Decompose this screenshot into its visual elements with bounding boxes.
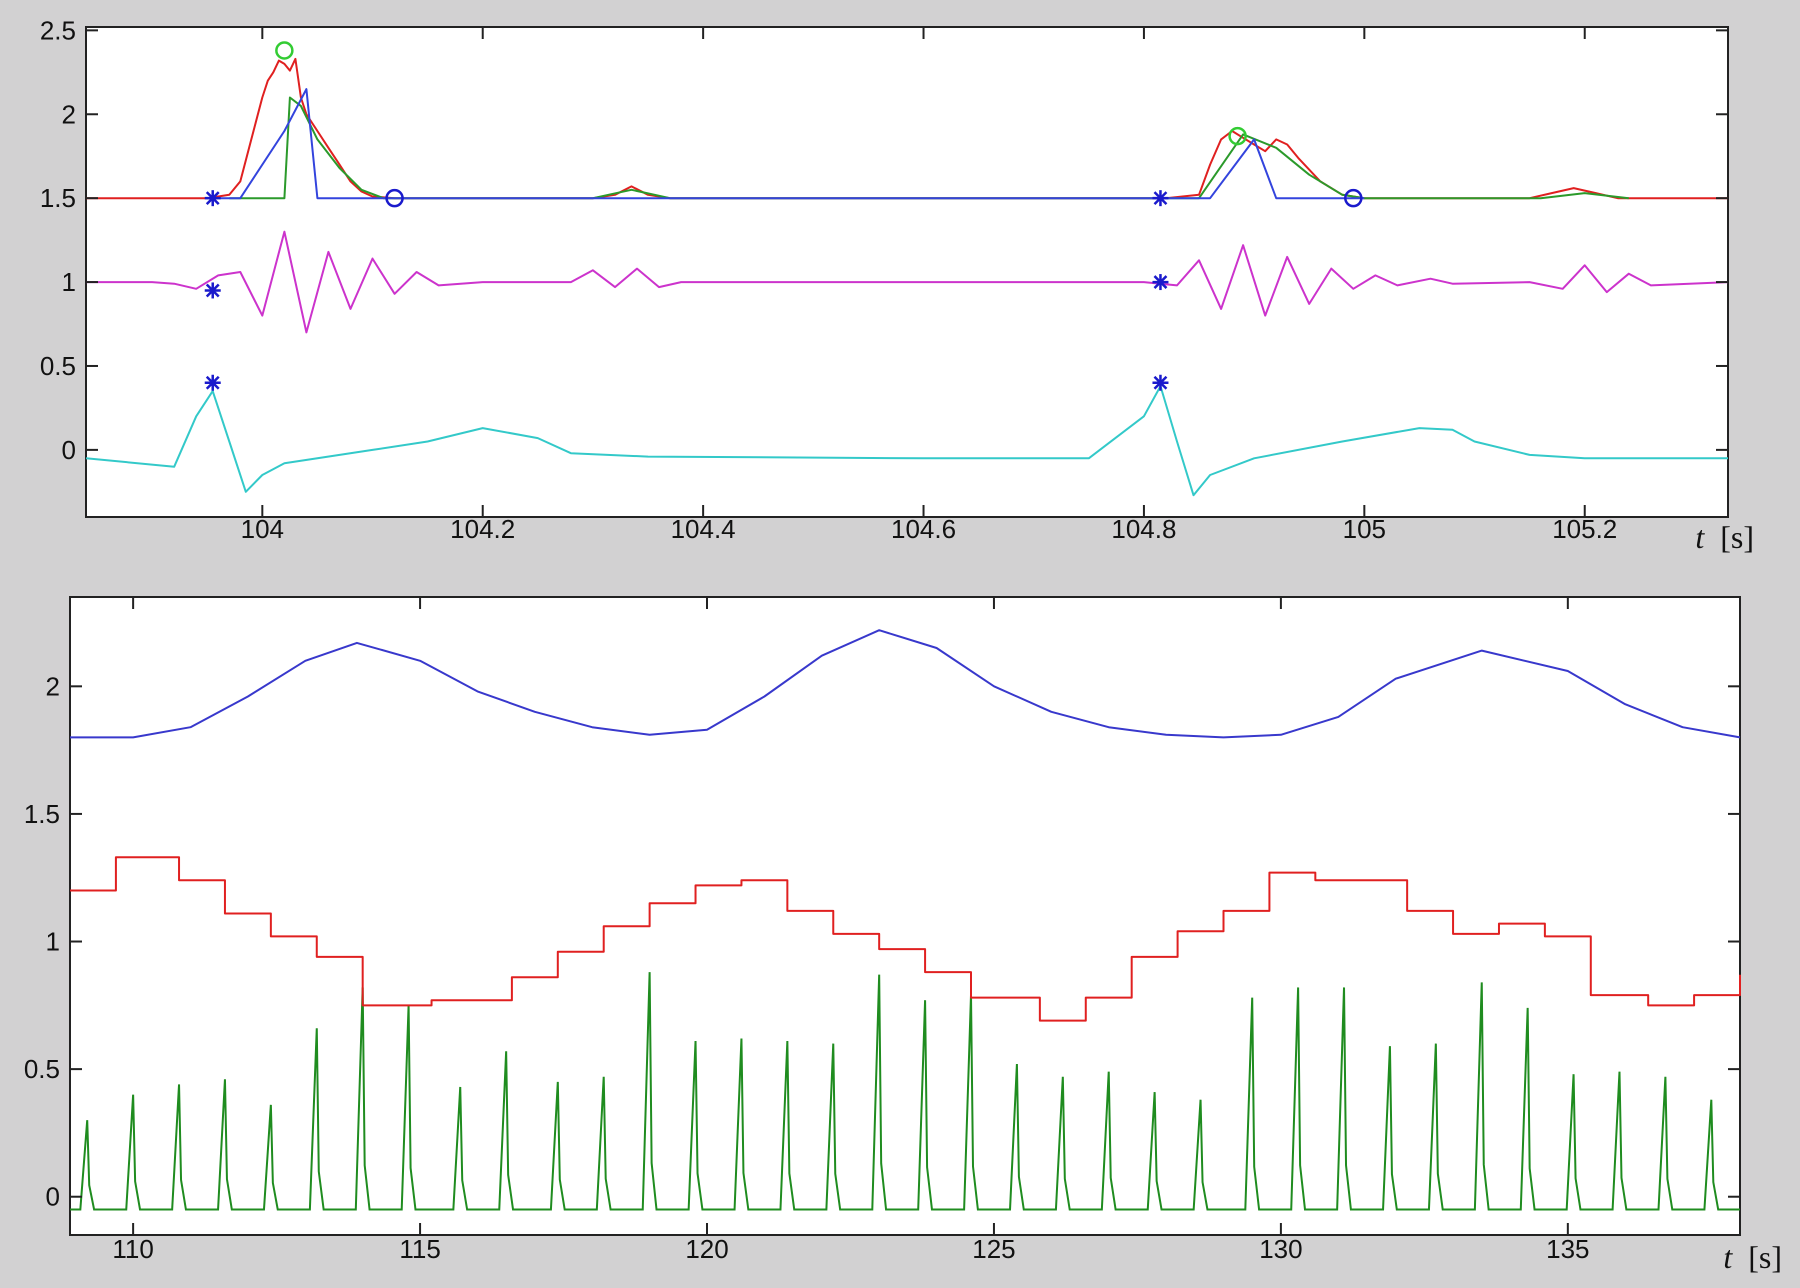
x-ticks: 104 104.2 104.4 104.6 104.8 105 105.2: [241, 27, 1617, 544]
star-marker: [1152, 190, 1169, 207]
spike-layer: [70, 972, 1740, 1211]
x-tick-label: 120: [685, 1234, 728, 1264]
x-tick-label: 105.2: [1552, 514, 1617, 544]
x-axis-label: t [s]: [1695, 519, 1754, 555]
chart-bottom: 0 0.5 1 1.5 2 110 115 120 125 130 135 t [s]: [24, 596, 1782, 1275]
y-tick-label: 1.5: [40, 183, 76, 213]
series-layer: [70, 629, 1741, 1022]
y-ticks: 0 0.5 1 1.5 2 2.5: [40, 15, 1728, 465]
circle-marker: [275, 41, 294, 60]
star-stroke: [205, 191, 220, 206]
circle-marker: [1344, 188, 1363, 208]
star-marker: [204, 282, 221, 299]
x-tick-label: 130: [1259, 1234, 1302, 1264]
circle-marker: [385, 188, 404, 208]
series-line-5: [85, 385, 1728, 497]
y-tick-label: 1: [62, 267, 76, 297]
x-tick-label: 104.6: [891, 514, 956, 544]
star-marker: [1152, 274, 1169, 291]
series-line-4: [86, 230, 1729, 334]
plot-area: [85, 26, 1729, 518]
star-marker: [1152, 374, 1169, 391]
series-line-3: [207, 88, 1365, 200]
star-stroke: [1153, 375, 1168, 390]
y-tick-label: 2: [46, 671, 60, 701]
x-tick-label: 104.2: [450, 514, 515, 544]
y-tick-label: 0.5: [24, 1054, 60, 1084]
chart-top: 00.511.522.5 104 104.2 104.4 104.6 104.8 105 1…: [40, 15, 1754, 555]
star-stroke: [205, 283, 220, 298]
x-tick-label: 110: [112, 1234, 153, 1264]
star-stroke: [1153, 275, 1168, 289]
x-tick-label: 104.8: [1111, 514, 1176, 544]
series-line-2: [70, 856, 1741, 1022]
circle-marker: [1228, 126, 1247, 146]
x-tick-label: 135: [1546, 1234, 1589, 1264]
spike-series-line: [70, 972, 1740, 1211]
series-line-1: [70, 629, 1741, 739]
plot-area: [69, 596, 1741, 1236]
y-tick-label: 0: [46, 1182, 60, 1212]
x-tick-label: 104.4: [671, 514, 736, 544]
marker-layer: [204, 41, 1363, 391]
y-tick-label: 0.5: [40, 351, 76, 381]
x-tick-label: 105: [1343, 514, 1386, 544]
y-tick-label: 2.5: [40, 15, 76, 45]
y-tick-label: 0: [62, 435, 76, 465]
star-stroke: [205, 375, 220, 390]
x-ticks: 110 115 120 125 130 135: [112, 597, 1590, 1264]
y-tick-label: 1.5: [24, 799, 60, 829]
star-marker: [204, 374, 221, 391]
x-tick-label: 104: [241, 514, 284, 544]
star-marker: [204, 190, 221, 207]
x-tick-label: 125: [972, 1234, 1015, 1264]
x-axis-label: t [s]: [1723, 1239, 1782, 1275]
x-tick-label: 115: [399, 1234, 440, 1264]
y-ticks: 0 0.5 1 1.5 2: [24, 671, 1740, 1212]
star-stroke: [1153, 191, 1168, 206]
y-tick-label: 1: [46, 927, 60, 957]
y-tick-label: 2: [62, 99, 76, 129]
